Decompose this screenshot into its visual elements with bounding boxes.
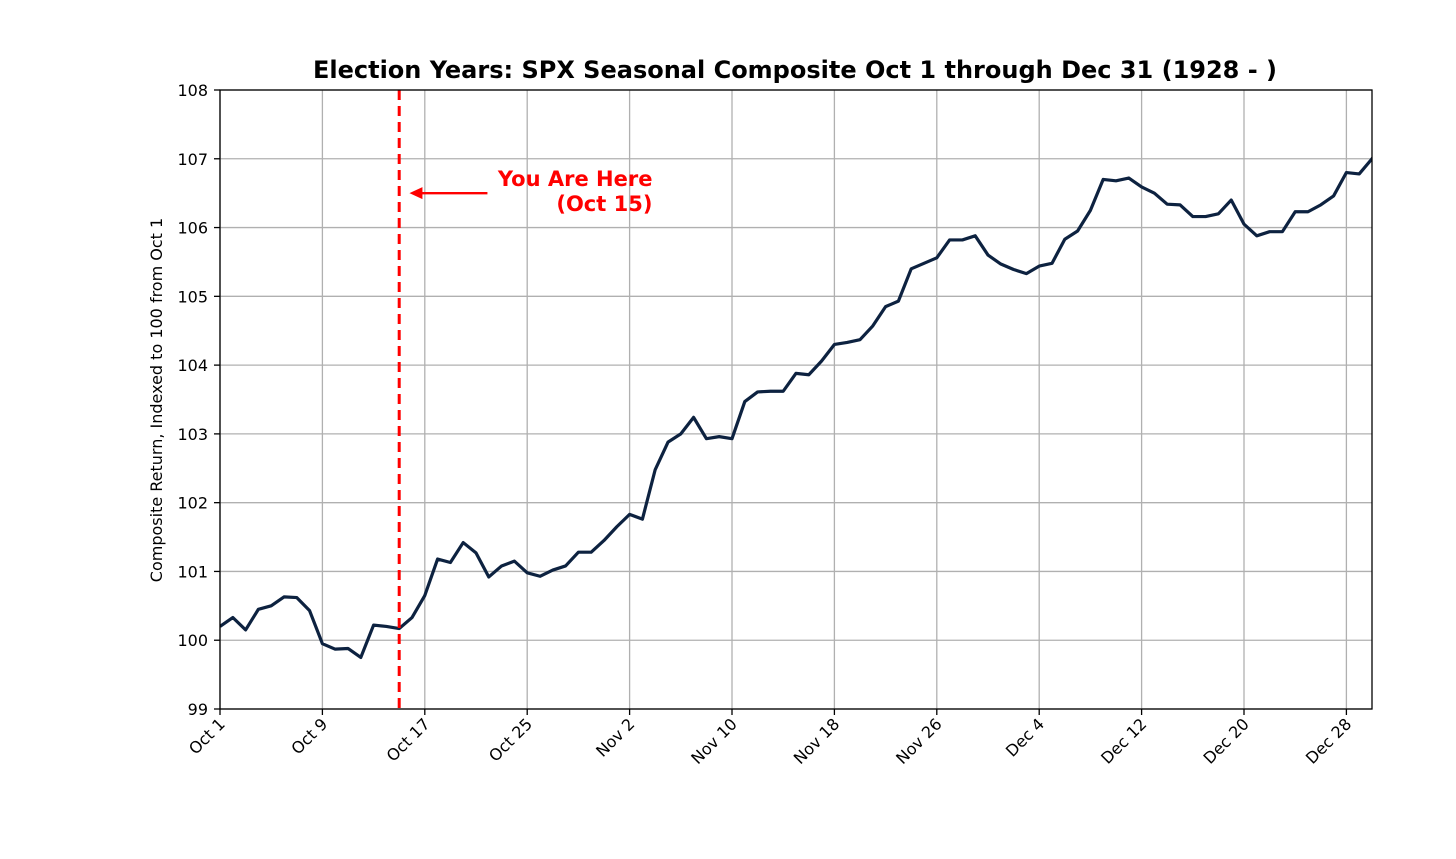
annotation-layer: You Are Here(Oct 15) [397, 90, 653, 709]
x-tick-label: Nov 26 [892, 714, 946, 768]
annotation-text-line1: You Are Here [497, 167, 653, 191]
annotation-text-line2: (Oct 15) [556, 192, 652, 216]
y-tick-label: 107 [177, 150, 208, 169]
y-tick-label: 106 [177, 219, 208, 238]
series-layer [220, 156, 1372, 660]
y-tick-label: 100 [177, 631, 208, 650]
x-tick-label: Oct 1 [185, 714, 229, 758]
y-tick-label: 99 [188, 700, 208, 719]
y-tick-label: 105 [177, 287, 208, 306]
y-tick-label: 104 [177, 356, 208, 375]
axes-frame [219, 89, 1373, 710]
y-tick-label: 102 [177, 494, 208, 513]
y-axis-ticks: 99 100 101 102 103 104 105 106 107 108 [177, 81, 220, 719]
x-tick-label: Oct 9 [287, 714, 331, 758]
grid-layer [219, 89, 1372, 710]
y-axis-label: Composite Return, Indexed to 100 from Oc… [147, 218, 166, 582]
x-tick-label: Dec 4 [1002, 714, 1048, 760]
y-tick-label: 108 [177, 81, 208, 100]
chart-title: Election Years: SPX Seasonal Composite O… [313, 56, 1277, 84]
x-tick-label: Oct 17 [383, 714, 434, 765]
y-tick-label: 101 [177, 562, 208, 581]
x-tick-label: Nov 10 [687, 714, 741, 768]
y-tick-label: 103 [177, 425, 208, 444]
x-tick-label: Dec 28 [1302, 714, 1355, 767]
x-tick-label: Dec 12 [1097, 714, 1150, 767]
x-tick-label: Dec 20 [1200, 714, 1253, 767]
x-tick-label: Oct 25 [485, 714, 536, 765]
composite-series-line [220, 156, 1372, 660]
annotation-arrow-head [409, 187, 423, 200]
x-axis-ticks: Oct 1 Oct 9 Oct 17 Oct 25 Nov 2 Nov 10 Nov 18 N… [185, 709, 1355, 768]
x-tick-label: Nov 2 [592, 714, 638, 760]
x-tick-label: Nov 18 [790, 714, 844, 768]
